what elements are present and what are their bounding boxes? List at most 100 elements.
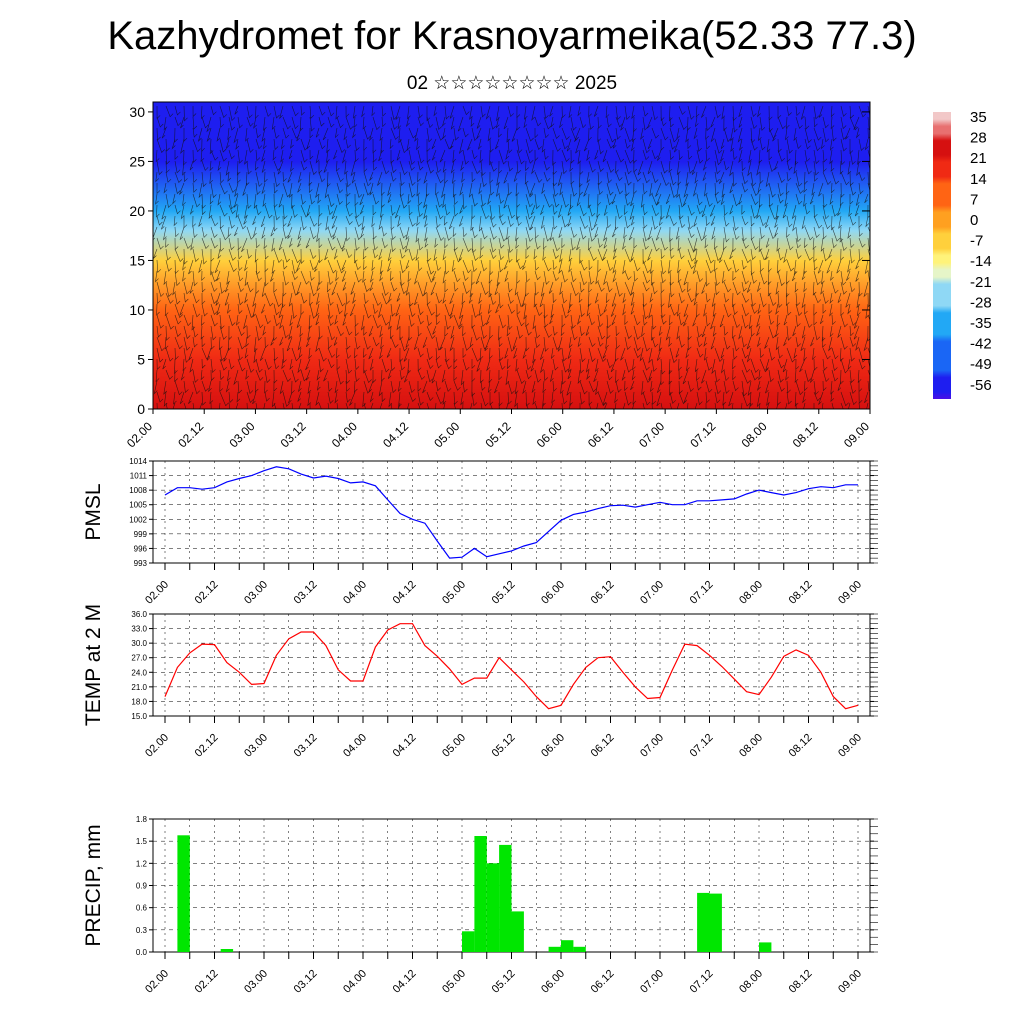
wind-barb: [227, 303, 231, 314]
wind-barb: [174, 160, 181, 174]
wind-barb: [676, 127, 681, 140]
wind-barb: [732, 281, 741, 296]
wind-barb: [174, 226, 179, 238]
wind-barb: [746, 281, 752, 293]
wind-barb: [831, 237, 837, 249]
wind-barb: [642, 116, 649, 131]
wind-barb: [858, 237, 866, 248]
wind-barb: [201, 358, 206, 369]
wind-barb: [273, 204, 280, 221]
wind-barb: [837, 325, 842, 339]
wind-barb: [668, 259, 672, 274]
wind-barb: [732, 347, 738, 360]
wind-barb: [431, 369, 437, 384]
wind-barb: [281, 358, 286, 370]
precip-bar: [697, 892, 710, 952]
wind-barb: [804, 303, 808, 315]
wind-barb: [315, 314, 320, 326]
wind-barb: [533, 292, 538, 308]
wind-barb: [552, 292, 557, 304]
wind-barb: [408, 182, 416, 198]
wind-barb: [254, 160, 259, 171]
wind-barb: [732, 171, 737, 187]
wind-barb: [720, 149, 725, 162]
wind-barb: [756, 314, 761, 328]
wind-barb: [521, 292, 527, 308]
wind-barb: [585, 358, 590, 373]
wind-barb: [165, 171, 172, 183]
wind-barb: [331, 281, 338, 296]
wind-barb: [461, 171, 465, 183]
wind-barb: [426, 314, 432, 327]
wind-barb: [678, 336, 685, 348]
wind-barb: [669, 380, 673, 396]
wind-barb: [371, 215, 376, 228]
wind-barb: [810, 336, 815, 347]
wind-barb: [795, 248, 802, 260]
wind-barb: [399, 171, 405, 186]
wind-barb: [345, 336, 351, 350]
wind-barb: [174, 292, 181, 305]
wind-barb: [156, 160, 163, 176]
wind-barb: [867, 237, 870, 252]
wind-barb: [191, 314, 196, 331]
wind-barb: [210, 281, 218, 292]
wind-barb: [206, 116, 212, 133]
wind-barb: [462, 281, 470, 294]
wind-barb: [255, 171, 263, 187]
wind-barb: [624, 380, 628, 392]
wind-barb: [282, 259, 288, 270]
wind-barb: [192, 292, 200, 304]
wind-barb: [174, 303, 183, 319]
wind-barb: [507, 292, 514, 304]
wind-barb: [534, 270, 541, 281]
wind-barb: [588, 402, 591, 409]
wind-barb: [462, 105, 470, 116]
wind-barb: [318, 116, 325, 127]
wind-barb: [606, 160, 615, 173]
wind-barb: [369, 391, 374, 403]
wind-barb: [714, 237, 718, 250]
y-tick-label: 1.8: [136, 815, 148, 824]
wind-barb: [495, 138, 500, 150]
wind-barb: [633, 171, 641, 182]
wind-barb: [336, 347, 340, 359]
wind-barb: [197, 127, 203, 143]
wind-barb: [704, 347, 708, 361]
wind-barb: [624, 105, 631, 120]
wind-barb: [791, 270, 797, 282]
wind-barb: [801, 325, 806, 339]
wind-barb: [705, 248, 715, 264]
wind-barb: [550, 116, 555, 128]
wind-barb: [444, 105, 450, 120]
wind-barb: [855, 127, 860, 139]
wind-barb: [630, 292, 635, 307]
wind-barb: [489, 116, 496, 130]
wind-barb: [399, 336, 408, 352]
wind-barb: [696, 149, 704, 164]
wind-barb: [444, 237, 448, 249]
wind-barb: [804, 226, 814, 241]
wind-barb: [165, 347, 174, 362]
wind-barb: [840, 237, 848, 251]
wind-barb: [475, 270, 482, 285]
wind-barb: [558, 226, 563, 238]
wind-barb: [441, 116, 446, 127]
wind-barb: [631, 369, 636, 381]
wind-barb: [174, 150, 179, 161]
wind-barb: [162, 358, 167, 370]
y-tick-label: 33.0: [131, 625, 147, 634]
wind-barb: [633, 259, 641, 272]
wind-barb: [516, 138, 523, 154]
wind-barb: [416, 215, 420, 227]
wind-barb: [288, 237, 293, 248]
wind-barb: [856, 303, 861, 317]
wind-barb: [705, 259, 714, 274]
wind-barb: [417, 314, 424, 325]
wind-barb: [795, 182, 804, 194]
wind-barb: [785, 402, 788, 409]
wind-barb: [822, 171, 832, 186]
wind-barb: [768, 150, 773, 161]
wind-barb: [786, 380, 791, 394]
wind-barb: [261, 281, 266, 298]
